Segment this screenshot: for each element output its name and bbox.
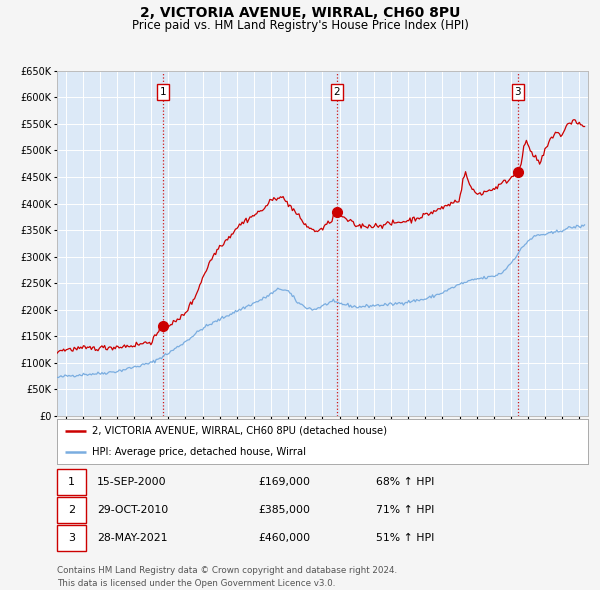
Text: 15-SEP-2000: 15-SEP-2000	[97, 477, 166, 487]
Text: 2, VICTORIA AVENUE, WIRRAL, CH60 8PU: 2, VICTORIA AVENUE, WIRRAL, CH60 8PU	[140, 6, 460, 20]
Text: £169,000: £169,000	[259, 477, 311, 487]
FancyBboxPatch shape	[57, 468, 86, 495]
Text: £385,000: £385,000	[259, 505, 311, 514]
Text: 3: 3	[515, 87, 521, 97]
Text: This data is licensed under the Open Government Licence v3.0.: This data is licensed under the Open Gov…	[57, 579, 335, 588]
Text: 51% ↑ HPI: 51% ↑ HPI	[376, 533, 434, 543]
Text: 68% ↑ HPI: 68% ↑ HPI	[376, 477, 434, 487]
Text: 28-MAY-2021: 28-MAY-2021	[97, 533, 167, 543]
Text: 29-OCT-2010: 29-OCT-2010	[97, 505, 168, 514]
Text: £460,000: £460,000	[259, 533, 311, 543]
Text: 1: 1	[160, 87, 167, 97]
FancyBboxPatch shape	[57, 497, 86, 523]
Text: 2, VICTORIA AVENUE, WIRRAL, CH60 8PU (detached house): 2, VICTORIA AVENUE, WIRRAL, CH60 8PU (de…	[92, 426, 386, 435]
Text: Contains HM Land Registry data © Crown copyright and database right 2024.: Contains HM Land Registry data © Crown c…	[57, 566, 397, 575]
Text: 2: 2	[68, 505, 75, 514]
Text: Price paid vs. HM Land Registry's House Price Index (HPI): Price paid vs. HM Land Registry's House …	[131, 19, 469, 32]
Text: 2: 2	[334, 87, 340, 97]
Text: 1: 1	[68, 477, 75, 487]
Text: 3: 3	[68, 533, 75, 543]
FancyBboxPatch shape	[57, 525, 86, 551]
Text: 71% ↑ HPI: 71% ↑ HPI	[376, 505, 434, 514]
Text: HPI: Average price, detached house, Wirral: HPI: Average price, detached house, Wirr…	[92, 447, 305, 457]
